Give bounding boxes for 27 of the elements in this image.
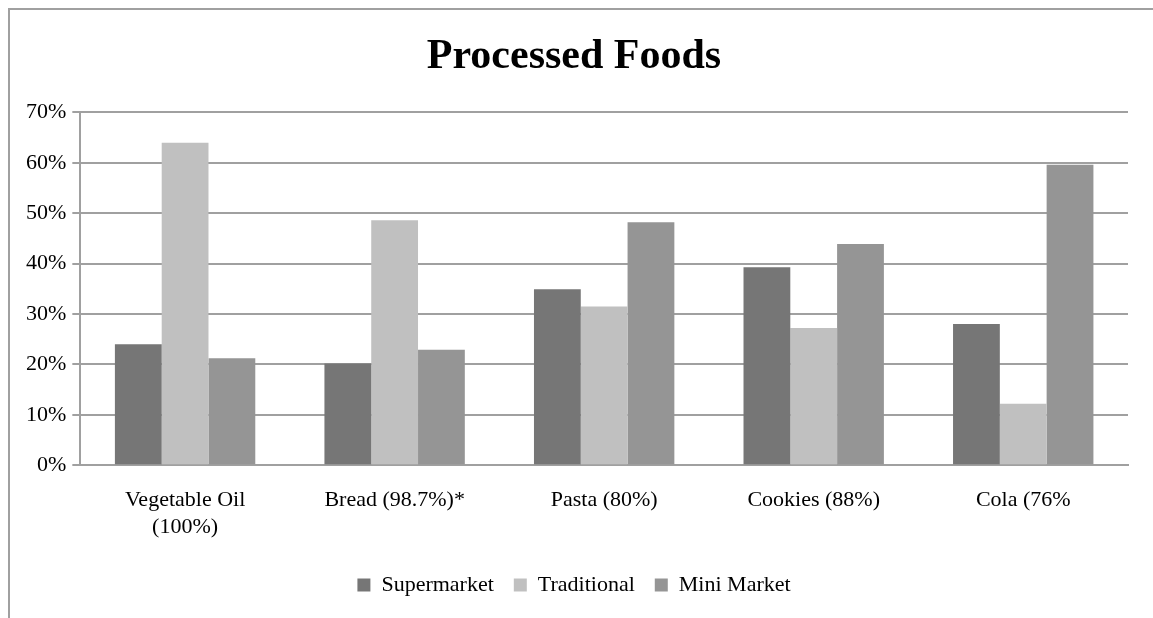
y-tick-label: 10%	[26, 400, 67, 426]
bar	[114, 344, 162, 465]
bar	[533, 289, 581, 465]
y-tick-label: 50%	[26, 198, 67, 224]
x-tick-label: Pasta (80%)	[550, 486, 658, 512]
bar	[999, 403, 1047, 465]
y-tick-label: 70%	[26, 98, 67, 124]
x-tick-label: Cookies (88%)	[747, 486, 880, 512]
bar	[161, 142, 209, 465]
x-tick-label: Bread (98.7%)*	[324, 486, 465, 512]
x-tick-label: Vegetable Oil (100%)	[124, 486, 246, 538]
bar	[790, 328, 838, 465]
bar	[371, 220, 419, 465]
legend-label: Supermarket	[381, 570, 494, 596]
y-tick-label: 20%	[26, 350, 67, 376]
legend-label: Traditional	[537, 570, 635, 596]
bar	[580, 306, 628, 465]
y-tick-label: 30%	[26, 299, 67, 325]
bar	[324, 363, 372, 465]
y-tick-label: 60%	[26, 148, 67, 174]
bar	[743, 267, 791, 465]
y-tick-label: 40%	[26, 249, 67, 275]
x-tick-label: Cola (76%	[975, 486, 1071, 512]
legend-label: Mini Market	[678, 570, 791, 596]
y-tick-label: 0%	[37, 450, 67, 476]
chart-title: Processed Foods	[426, 31, 722, 78]
bar	[953, 324, 1000, 465]
